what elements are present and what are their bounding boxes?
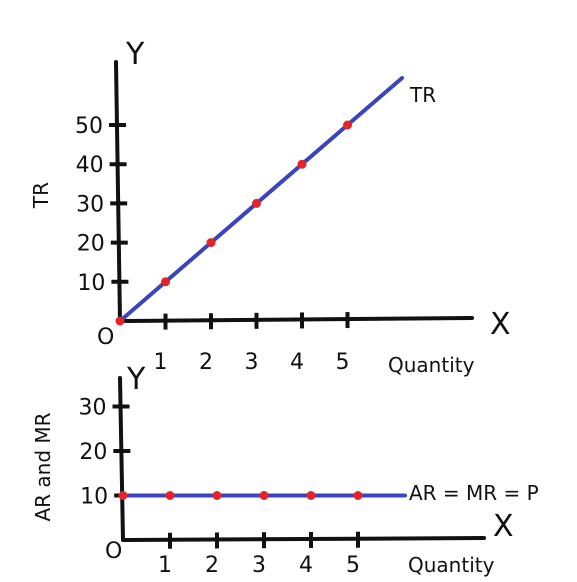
ar-mr-x-axis [121,536,486,542]
ar-mr-x-tick-label-4: 4 [299,553,313,578]
ar-mr-x-axis-title: Quantity [408,553,495,577]
tr-y-tick-label-40: 40 [76,153,104,178]
tr-x-tick-label-4: 4 [290,350,304,375]
tr-x-tick-label-1: 1 [154,350,168,375]
tr-x-tick-label-3: 3 [245,350,259,375]
ar-mr-data-point-3 [259,491,269,500]
tr-origin-label: O [97,325,114,350]
ar-mr-y-tick-label-30: 30 [79,396,107,421]
ar-mr-data-point-2 [212,491,222,500]
ar-mr-data-point-4 [306,491,316,500]
tr-y-tick-label-20: 20 [77,232,105,257]
ar-mr-origin-label: O [105,539,122,564]
tr-x-axis [118,316,474,323]
tr-y-axis-title: TR [29,182,53,209]
ar-mr-y-axis-title: AR and MR [31,412,55,521]
tr-y-tick-label-10: 10 [77,271,105,296]
tr-series-label: TR [409,83,436,107]
ar-mr-data-point-0 [118,491,128,500]
ar-mr-data-point-5 [353,491,363,500]
tr-y-axis [114,60,122,323]
tr-data-point-1 [161,277,170,287]
ar-mr-data-point-1 [165,491,175,500]
tr-y-axis-letter: Y [125,37,145,72]
tr-data-point-2 [206,238,216,248]
ar-mr-y-axis [118,376,125,542]
tr-x-axis-letter: X [490,307,511,342]
tr-data-point-0 [115,316,125,326]
tr-data-point-3 [252,198,261,208]
ar-mr-x-tick-label-3: 3 [252,553,266,578]
ar-mr-series-label: AR = MR = P [409,481,539,505]
ar-mr-y-tick-label-10: 10 [80,485,108,510]
tr-data-point-5 [343,120,352,130]
ar-mr-y-axis-letter: Y [126,362,146,397]
ar-mr-x-axis-letter: X [493,509,514,544]
tr-x-axis-title: Quantity [388,353,475,377]
ar-mr-x-tick-label-1: 1 [158,553,172,578]
tr-x-tick-label-5: 5 [336,350,350,375]
ar-mr-x-tick-label-5: 5 [346,553,360,578]
tr-data-point-4 [297,159,307,169]
tr-x-tick-label-2: 2 [199,350,213,375]
tr-y-tick-label-50: 50 [75,114,103,139]
tr-y-tick-label-30: 30 [76,192,104,217]
ar-mr-y-tick-label-20: 20 [79,440,107,465]
ar-mr-x-tick-label-2: 2 [205,553,219,578]
